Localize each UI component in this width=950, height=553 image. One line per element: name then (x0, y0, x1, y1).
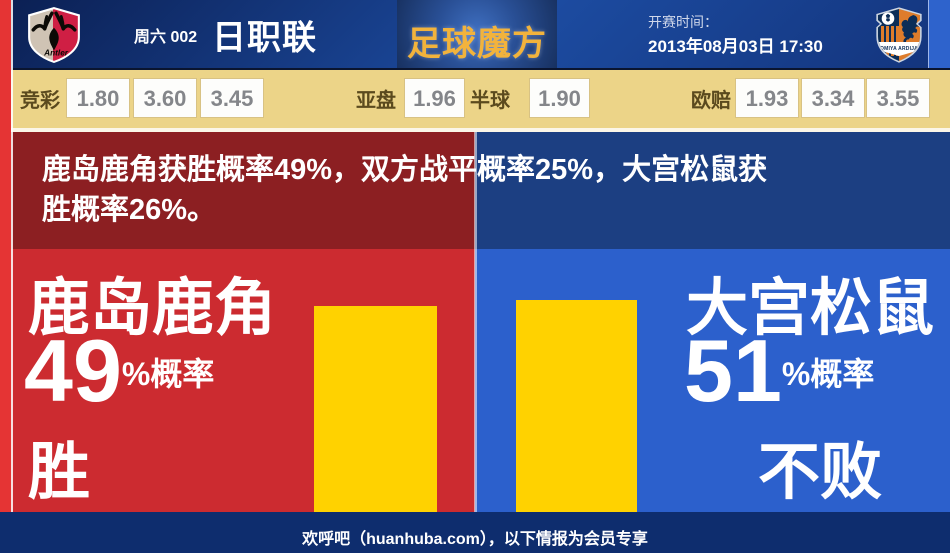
svg-text:Antler: Antler (43, 49, 69, 58)
svg-text:OMIYA ARDIJA: OMIYA ARDIJA (880, 46, 918, 52)
